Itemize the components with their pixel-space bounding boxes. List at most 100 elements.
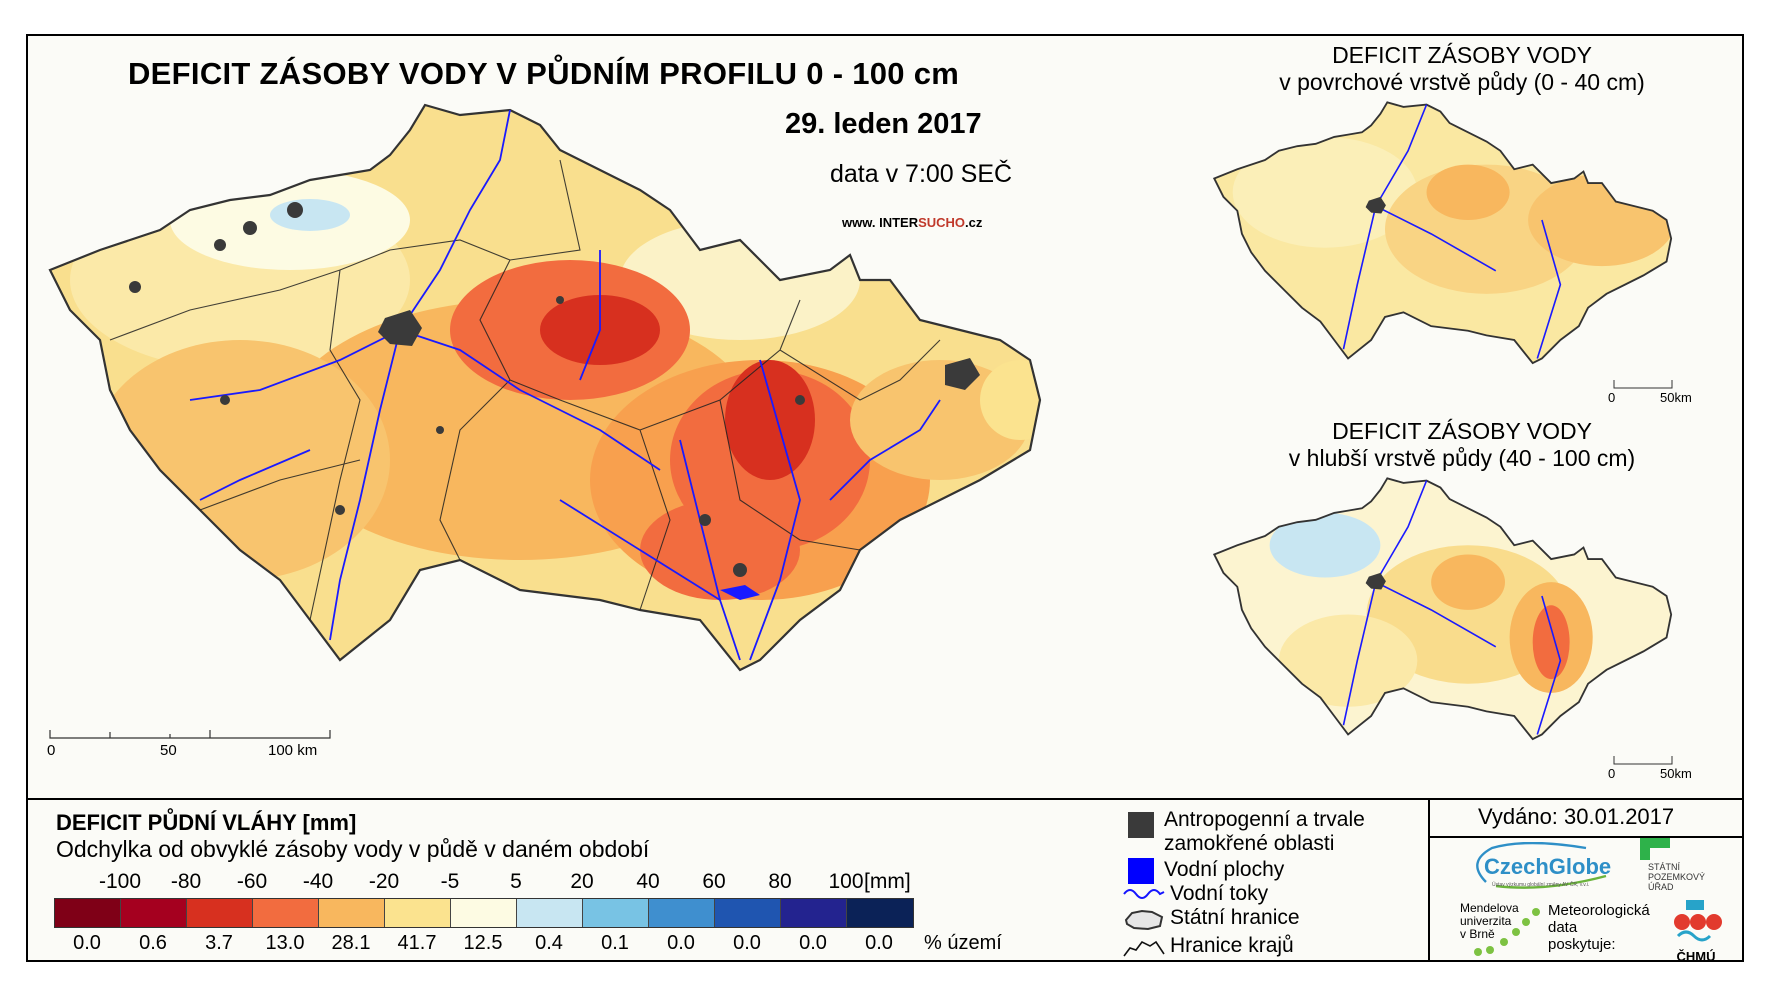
legend-rivers: Vodní toky xyxy=(1122,882,1268,906)
inset-top-scalebar xyxy=(1613,380,1673,389)
legend-tick: 60 xyxy=(702,870,726,893)
inset-top-title-line2: v povrchové vrstvě půdy (0 - 40 cm) xyxy=(1279,69,1645,95)
map-date: 29. leden 2017 xyxy=(785,108,982,140)
legend-percent: 0.0 xyxy=(865,932,893,954)
legend-tick: 20 xyxy=(570,870,594,893)
chmu-mark-icon xyxy=(1674,900,1722,942)
rivers-label: Vodní toky xyxy=(1170,882,1269,905)
legend-color-scale xyxy=(54,898,914,928)
legend-subtitle: Odchylka od obvyklé zásoby vody v půdě v… xyxy=(56,836,650,862)
czechglobe-sub: Ústav výzkumu globální změny AV ČR, v.v.… xyxy=(1492,882,1590,888)
inset-bottom-scale-0: 0 xyxy=(1608,766,1616,781)
river-line-icon xyxy=(1123,889,1165,899)
meteo-line3: poskytuje: xyxy=(1548,936,1616,953)
mendel-line3: v Brně xyxy=(1460,927,1495,941)
inset-bottom-title: DEFICIT ZÁSOBY VODY v hlubší vrstvě půdy… xyxy=(1232,418,1692,472)
region-border-label: Hranice krajů xyxy=(1170,934,1294,957)
legend-panel xyxy=(26,798,1744,962)
spu-line1: STÁTNÍ xyxy=(1648,862,1681,872)
main-scale-100: 100 km xyxy=(268,742,318,759)
legend-swatch xyxy=(715,899,781,927)
meteo-line2: data xyxy=(1548,919,1578,936)
legend-percent: 0.1 xyxy=(601,932,629,954)
data-time: data v 7:00 SEČ xyxy=(830,160,1013,188)
legend-tick: 5 xyxy=(510,870,522,893)
legend-tick-row: -100 -80 -60 -40 -20 -5 5 20 40 60 80 100 [mm] xyxy=(54,870,954,898)
anthropogenic-swatch xyxy=(1128,812,1154,838)
state-border-label: Státní hranice xyxy=(1170,906,1300,929)
website-suffix: .cz xyxy=(965,215,983,230)
czechglobe-logo: CzechGlobe Ústav výzkumu globální změny … xyxy=(1466,842,1618,892)
legend-swatch xyxy=(451,899,517,927)
inset-bottom-title-line2: v hlubší vrstvě půdy (40 - 100 cm) xyxy=(1288,445,1636,471)
website-link[interactable]: www. INTERSUCHO.cz xyxy=(842,215,982,230)
main-scale-50: 50 xyxy=(160,742,177,759)
legend-percent: 0.4 xyxy=(535,932,563,954)
legend-tick: -100 xyxy=(98,870,142,893)
legend-tick: -80 xyxy=(170,870,202,893)
map-title: DEFICIT ZÁSOBY VODY V PŮDNÍM PROFILU 0 -… xyxy=(128,56,960,91)
main-scale-0: 0 xyxy=(47,742,56,759)
issued-date: Vydáno: 30.01.2017 xyxy=(1478,804,1675,829)
legend-water-bodies: Vodní plochy xyxy=(1128,858,1284,884)
legend-swatch xyxy=(517,899,583,927)
legend-percent: 12.5 xyxy=(463,932,503,954)
legend-swatch xyxy=(253,899,319,927)
issued-divider xyxy=(1428,836,1744,838)
legend-tick: 100 xyxy=(828,870,864,893)
legend-swatch xyxy=(781,899,847,927)
mendel-line1: Mendelova xyxy=(1460,901,1519,915)
legend-percent: 0.6 xyxy=(139,932,167,954)
legend-percent: 0.0 xyxy=(73,932,101,954)
inset-bottom-title-line1: DEFICIT ZÁSOBY VODY xyxy=(1332,418,1592,444)
spu-line3: ÚŘAD xyxy=(1648,882,1674,892)
mendel-dots-icon xyxy=(1474,908,1540,956)
meteo-line1: Meteorologická xyxy=(1548,902,1650,919)
water-bodies-swatch xyxy=(1128,858,1154,884)
legend-tick: -40 xyxy=(302,870,334,893)
inset-bottom-map xyxy=(1212,477,1673,741)
legend-swatch xyxy=(649,899,715,927)
legend-percent: 0.0 xyxy=(799,932,827,954)
chmu-logo: ČHMÚ xyxy=(1666,898,1726,964)
legend-percent: 3.7 xyxy=(205,932,233,954)
chmu-name: ČHMÚ xyxy=(1676,949,1716,964)
legend-anthropogenic: Antropogenní a trvale zamokřené oblasti xyxy=(1128,808,1365,856)
legend-swatch xyxy=(55,899,121,927)
legend-tick: -5 xyxy=(440,870,460,893)
inset-top-scale-0: 0 xyxy=(1608,390,1616,405)
water-bodies-label: Vodní plochy xyxy=(1164,858,1285,881)
legend-percent-unit: % území xyxy=(924,932,1002,954)
legend-percent: 28.1 xyxy=(331,932,371,954)
legend-tick: 80 xyxy=(768,870,792,893)
inset-bottom-scalebar xyxy=(1613,756,1673,765)
state-border-icon xyxy=(1124,909,1164,931)
anthropogenic-line1: Antropogenní a trvale xyxy=(1164,808,1365,831)
legend-region-border: Hranice krajů xyxy=(1122,934,1294,960)
legend-swatch xyxy=(385,899,451,927)
inset-top-title-line1: DEFICIT ZÁSOBY VODY xyxy=(1332,42,1592,68)
mendel-line2: univerzita xyxy=(1460,914,1512,928)
website-prefix: www. INTER xyxy=(842,215,919,230)
legend-swatch xyxy=(319,899,385,927)
main-scalebar xyxy=(49,730,331,739)
legend-swatch xyxy=(187,899,253,927)
inset-top-scale-50: 50km xyxy=(1660,390,1692,405)
legend-tick: 40 xyxy=(636,870,660,893)
legend-percent: 41.7 xyxy=(397,932,437,954)
inset-bottom-scale-50: 50km xyxy=(1660,766,1692,781)
meteo-credit: Meteorologická data poskytuje: xyxy=(1548,902,1650,953)
legend-tick: -60 xyxy=(236,870,268,893)
legend-percent: 0.0 xyxy=(733,932,761,954)
legend-unit: [mm] xyxy=(864,870,911,893)
legend-tick: -20 xyxy=(368,870,400,893)
website-highlight: SUCHO xyxy=(918,215,966,230)
czechglobe-name: CzechGlobe xyxy=(1484,854,1612,879)
region-border-icon xyxy=(1123,940,1165,957)
legend-percent: 13.0 xyxy=(265,932,305,954)
legend-percent: 0.0 xyxy=(667,932,695,954)
legend-swatch xyxy=(121,899,187,927)
anthropogenic-line2: zamokřené oblasti xyxy=(1164,832,1335,855)
spu-logo: STÁTNÍ POZEMKOVÝ ÚŘAD xyxy=(1640,838,1705,892)
legend-state-border: Státní hranice xyxy=(1122,906,1300,932)
